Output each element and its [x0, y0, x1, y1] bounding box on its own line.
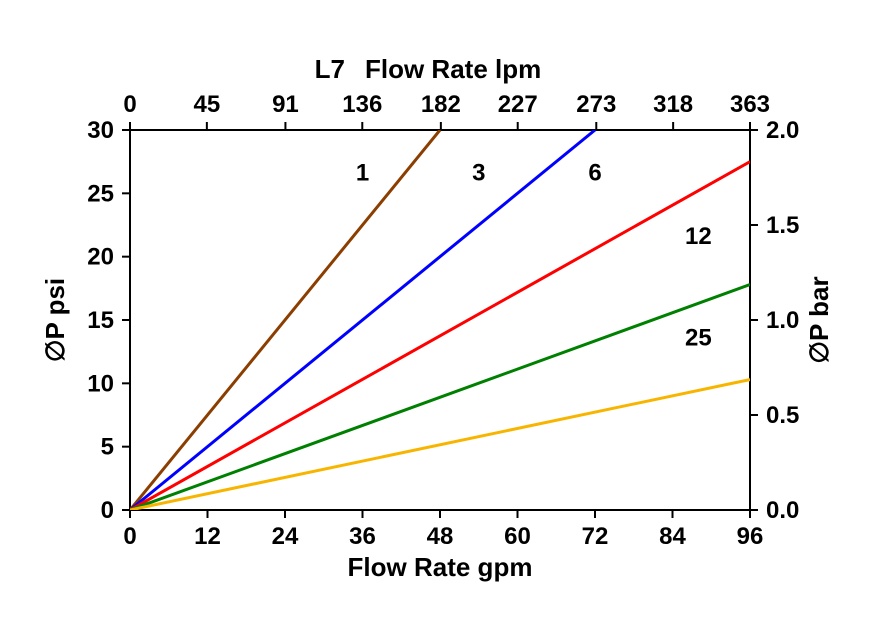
y-right-tick-label: 0.5: [766, 402, 799, 429]
x-top-tick-label: 136: [342, 91, 382, 118]
x-bottom-tick-label: 36: [349, 523, 376, 550]
x-top-tick-label: 318: [653, 91, 693, 118]
x-top-tick-label: 363: [730, 91, 770, 118]
y-left-ticks: [122, 130, 130, 510]
y-right-title: ∅P bar: [804, 276, 834, 363]
y-right-labels: 0.0 0.5 1.0 1.5 2.0: [766, 117, 799, 524]
series-label-6: 6: [588, 160, 601, 187]
x-top-tick-label: 273: [576, 91, 616, 118]
y-left-tick-label: 20: [87, 244, 114, 271]
x-top-tick-label: 91: [272, 91, 299, 118]
x-top-tick-label: 182: [421, 91, 461, 118]
series-line-6: [130, 162, 750, 510]
x-bottom-tick-label: 72: [582, 523, 609, 550]
series-label-25: 25: [685, 324, 712, 351]
chart-title-main: Flow Rate lpm: [365, 54, 541, 84]
y-left-tick-label: 10: [87, 370, 114, 397]
series-label-12: 12: [685, 223, 712, 250]
x-top-labels: 0 45 91 136 182 227 273 318 363: [123, 91, 770, 118]
y-right-tick-label: 1.5: [766, 212, 799, 239]
series-line-25: [130, 380, 750, 510]
x-bottom-title: Flow Rate gpm: [348, 552, 533, 582]
y-left-tick-label: 30: [87, 117, 114, 144]
x-bottom-tick-label: 84: [659, 523, 686, 550]
x-bottom-tick-label: 24: [272, 523, 299, 550]
x-bottom-tick-label: 60: [504, 523, 531, 550]
x-bottom-labels: 0 12 24 36 48 60 72 84 96: [123, 523, 763, 550]
y-left-tick-label: 15: [87, 307, 114, 334]
y-right-ticks: [750, 130, 758, 510]
y-left-labels: 0 5 10 15 20 25 30: [87, 117, 114, 524]
y-left-title: ∅P psi: [40, 278, 70, 362]
x-top-tick-label: 45: [194, 91, 221, 118]
series-label-3: 3: [472, 160, 485, 187]
x-top-tick-label: 0: [123, 91, 136, 118]
plot-border: [130, 130, 750, 510]
x-top-tick-label: 227: [498, 91, 538, 118]
series-labels: 1 3 6 12 25: [356, 160, 712, 352]
y-right-tick-label: 0.0: [766, 497, 799, 524]
y-left-tick-label: 25: [87, 180, 114, 207]
y-right-tick-label: 2.0: [766, 117, 799, 144]
pressure-flow-chart: L7 Flow Rate lpm 01224364860728496 Flow …: [0, 0, 874, 642]
x-bottom-ticks: [130, 510, 750, 518]
x-bottom-tick-label: 12: [194, 523, 221, 550]
x-top-ticks: [130, 122, 750, 130]
chart-title-prefix: L7: [315, 54, 345, 84]
chart-svg: L7 Flow Rate lpm 01224364860728496 Flow …: [0, 0, 874, 642]
x-bottom-tick-label: 96: [737, 523, 764, 550]
y-right-tick-label: 1.0: [766, 307, 799, 334]
x-bottom-tick-label: 0: [123, 523, 136, 550]
x-bottom-tick-label: 48: [427, 523, 454, 550]
series-label-1: 1: [356, 160, 369, 187]
series-line-3: [130, 130, 595, 510]
y-left-tick-label: 5: [101, 434, 114, 461]
series-lines: [130, 130, 750, 510]
y-left-tick-label: 0: [101, 497, 114, 524]
